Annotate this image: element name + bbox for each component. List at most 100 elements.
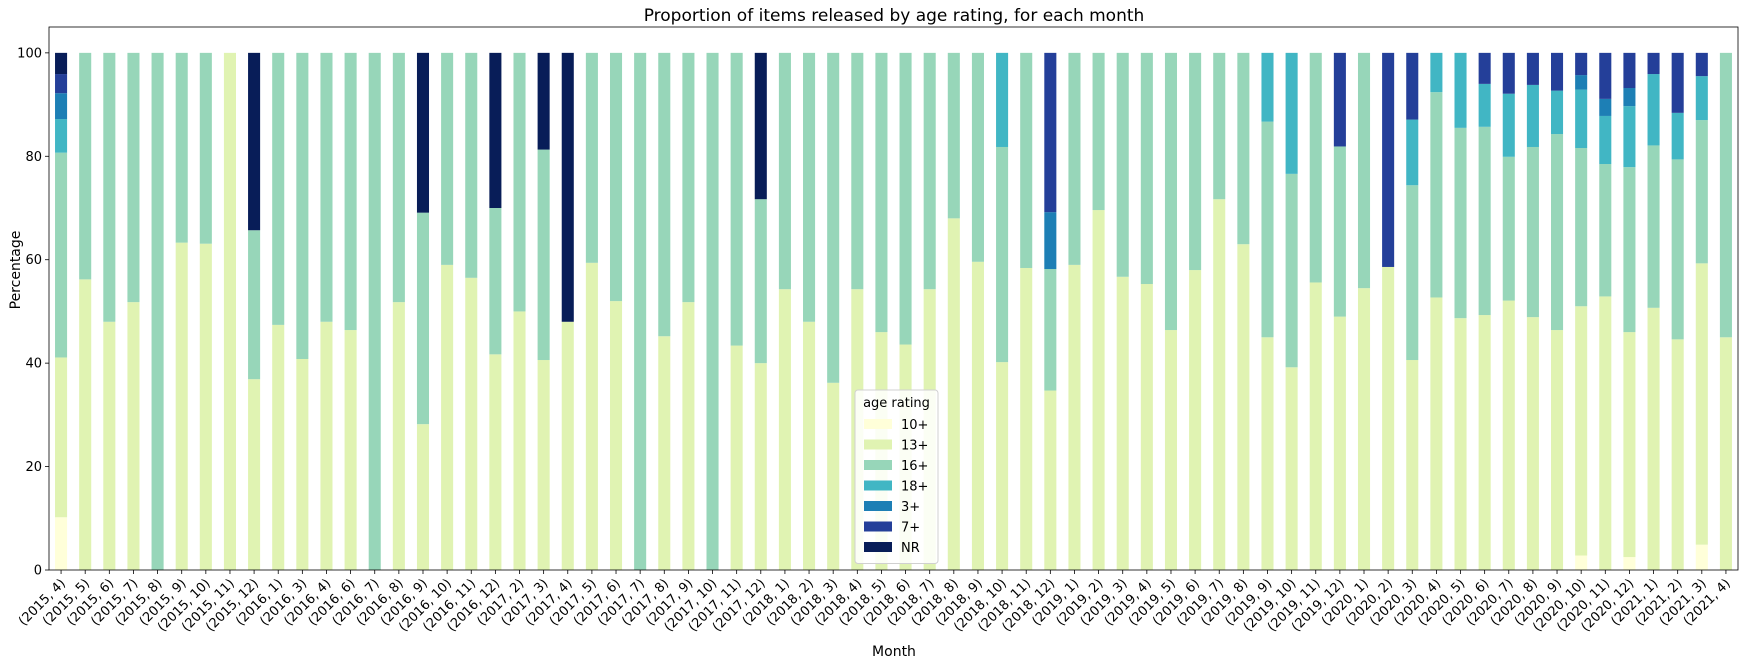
bar-segment: [1671, 112, 1684, 160]
bar-segment: [1695, 263, 1708, 545]
bar-segment: [1213, 52, 1226, 200]
bar-segment: [682, 52, 695, 303]
bar-segment: [1502, 156, 1515, 301]
bar-segment: [1575, 148, 1588, 307]
bar-segment: [1430, 52, 1443, 93]
bar-segment: [1647, 52, 1660, 75]
bar-segment: [175, 242, 188, 570]
bar-segment: [1237, 244, 1250, 570]
bar-segment: [1575, 52, 1588, 76]
legend-swatch: [864, 501, 892, 511]
legend-swatch: [864, 542, 892, 552]
bar-segment: [827, 52, 840, 383]
bar-segment: [706, 52, 719, 571]
bar-segment: [199, 52, 212, 244]
bar-segment: [55, 52, 68, 75]
bar-segment: [296, 359, 309, 570]
bar-segment: [1406, 119, 1419, 186]
bar-segment: [1719, 52, 1732, 338]
legend-title: age rating: [863, 396, 930, 411]
bar-segment: [1478, 52, 1491, 84]
bar-segment: [1599, 115, 1612, 165]
bar-segment: [1623, 52, 1636, 89]
bar-segment: [175, 52, 188, 243]
bar-segment: [320, 321, 333, 570]
bar-segment: [1695, 76, 1708, 121]
bar-segment: [1454, 318, 1467, 570]
bar-segment: [658, 52, 671, 337]
bar-segment: [1526, 146, 1539, 318]
bar-segment: [1285, 367, 1298, 570]
bar-segment: [1261, 337, 1274, 570]
bar-segment: [827, 382, 840, 570]
bar-segment: [489, 208, 502, 355]
bar-segment: [1213, 199, 1226, 570]
bar-segment: [368, 52, 381, 571]
bar-segment: [1092, 52, 1105, 211]
bar-segment: [1140, 284, 1153, 570]
legend-swatch: [864, 439, 892, 450]
bar-segment: [441, 52, 454, 265]
bar-segment: [1357, 288, 1371, 570]
bar-segment: [1189, 52, 1202, 271]
bar-segment: [416, 52, 430, 213]
bar-segment: [1623, 167, 1636, 333]
legend-label: NR: [901, 541, 920, 556]
bar-segment: [971, 261, 984, 570]
bar-segment: [923, 52, 936, 290]
bar-segment: [1623, 332, 1636, 558]
bar-segment: [1599, 52, 1612, 99]
bar-segment: [754, 199, 767, 364]
bar-segment: [199, 243, 212, 570]
bar-segment: [754, 52, 767, 200]
bar-segment: [55, 93, 68, 120]
bar-segment: [1382, 266, 1395, 570]
bar-segment: [561, 52, 574, 322]
bar-segment: [344, 330, 357, 570]
bar-segment: [103, 52, 116, 322]
bar-segment: [223, 52, 236, 571]
bar-segment: [803, 321, 816, 570]
bar-segment: [1189, 270, 1202, 570]
bar-segment: [127, 302, 140, 570]
bar-segment: [682, 302, 695, 570]
bar-segment: [1068, 52, 1081, 265]
bar-segment: [1044, 212, 1057, 270]
bar-segment: [1382, 52, 1395, 267]
bar-segment: [1164, 52, 1178, 331]
bar-segment: [1454, 52, 1467, 128]
y-tick-label: 0: [34, 564, 42, 579]
legend-label: 7+: [901, 521, 920, 536]
bar-segment: [248, 52, 261, 231]
bar-segment: [609, 301, 623, 570]
bar-segment: [344, 52, 357, 331]
legend-label: 16+: [901, 459, 928, 474]
bar-segment: [609, 52, 623, 302]
bar-segment: [585, 52, 598, 263]
bar-segment: [1695, 120, 1708, 264]
x-axis-label: Month: [872, 644, 916, 660]
bar-segment: [1140, 52, 1153, 285]
bar-segment: [1551, 134, 1564, 331]
bar-segment: [1575, 306, 1588, 556]
y-tick-label: 40: [25, 357, 42, 372]
bar-segment: [1333, 146, 1346, 317]
bar-segment: [1309, 282, 1322, 570]
bar-segment: [1406, 360, 1419, 570]
bar-segment: [1575, 89, 1588, 149]
bar-segment: [1647, 307, 1660, 570]
bar-segment: [55, 357, 68, 518]
bar-segment: [79, 52, 92, 280]
bar-segment: [875, 52, 888, 333]
legend-swatch: [864, 521, 892, 532]
bar-segment: [127, 52, 140, 303]
bar-segment: [1502, 93, 1515, 157]
bar-segment: [803, 52, 816, 322]
bar-segment: [1285, 52, 1298, 174]
bar-segment: [1430, 92, 1443, 298]
bar-segment: [996, 146, 1009, 363]
bar-segment: [1068, 264, 1081, 570]
bar-segment: [1695, 52, 1708, 77]
bar-segment: [416, 212, 430, 425]
